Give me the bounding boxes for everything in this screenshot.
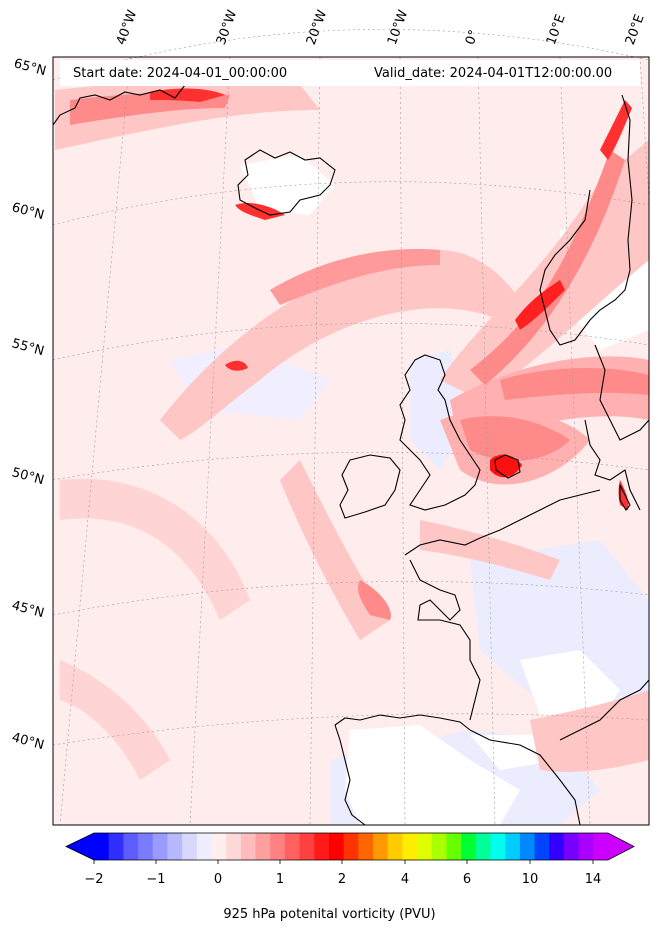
colorbar-tick: 4 [400,872,410,887]
colorbar-swatch [519,833,536,860]
colorbar-swatch [373,833,389,860]
red-band [160,250,520,440]
mid-red [270,249,440,305]
colorbar-swatch [299,833,315,860]
colorbar-tick: 10 [521,872,539,887]
colorbar-swatch [138,833,154,860]
colorbar-swatch [240,833,257,860]
colorbar-swatch [387,833,403,860]
colorbar-extend-min [66,833,94,860]
strong-red [225,360,248,371]
colorbar-swatch [226,833,242,860]
strong-red [150,88,225,102]
white-patch [240,155,335,215]
colorbar-swatch [94,833,110,860]
mid-red [460,416,570,461]
strong-red [600,100,632,160]
colorbar-swatch [505,833,521,860]
pv-shading [55,79,649,825]
coastlines [52,84,650,826]
iberia-coast [334,714,471,731]
denmark-coast [584,419,641,511]
norway-coast [539,94,633,346]
colorbar-swatch [563,833,580,860]
island [619,484,631,511]
graticule [52,29,650,826]
mid-red [500,368,649,400]
mid-red [358,580,391,620]
iberia-south [469,729,581,826]
colorbar-swatch [270,833,286,860]
colorbar-tick: 14 [584,872,602,887]
colorbar-swatch [446,833,462,860]
biscay-coast [409,559,481,721]
colorbar-swatch [490,833,506,860]
colorbar-swatch [534,833,550,860]
red-band [60,660,170,780]
header-band [60,60,640,86]
colorbar-swatch [417,833,433,860]
colorbar-swatch [284,833,301,860]
colorbar-swatch [549,833,565,860]
france-coast [404,489,601,556]
map-frame [52,56,650,826]
colorbar-swatch [593,833,609,860]
gb-coast [399,354,481,511]
white-patch [520,650,620,720]
ireland-coast [339,454,401,519]
colorbar-swatch [402,833,418,860]
colorbar-swatch [108,833,124,860]
valid-date: Valid_date: 2024-04-01T12:00:00.00 [374,66,613,81]
baltic-coast [594,344,650,441]
colorbar-swatch [578,833,594,860]
colorbar-tick: 0 [213,872,223,887]
greenland-coast [52,84,186,126]
iberia-west [334,724,366,826]
colorbar-label: 925 hPa potenital vorticity (PVU) [223,907,436,922]
colorbar [65,832,635,864]
red-band [530,690,649,772]
colorbar-swatch [343,833,359,860]
colorbar-swatch [255,833,271,860]
colorbar-swatch [358,833,374,860]
colorbar-tick: 2 [337,872,347,887]
red-band [420,520,560,580]
island [494,454,521,479]
med-coast [559,679,650,741]
strong-red [515,280,565,330]
start-date: Start date: 2024-04-01_00:00:00 [73,66,288,81]
strong-red [235,203,285,220]
white-patch [345,725,520,825]
colorbar-swatch [328,833,345,860]
colorbar-swatch [182,833,198,860]
red-band [60,478,250,620]
colorbar-tick: 6 [462,872,472,887]
colorbar-tick: −1 [146,872,166,887]
colorbar-swatch [123,833,139,860]
colorbar-swatch [475,833,492,860]
iceland-coast [237,149,336,216]
colorbar-tick: 1 [275,872,285,887]
mid-red [470,150,625,385]
colorbar-tick: −2 [84,872,104,887]
colorbar-swatch [431,833,447,860]
colorbar-swatch [196,833,212,860]
colorbar-extend-max [608,833,634,860]
colorbar-swatch [152,833,168,860]
colorbar-swatch [314,833,330,860]
colorbar-swatch [167,833,183,860]
colorbar-swatch [211,833,227,860]
colorbar-swatch [461,833,477,860]
